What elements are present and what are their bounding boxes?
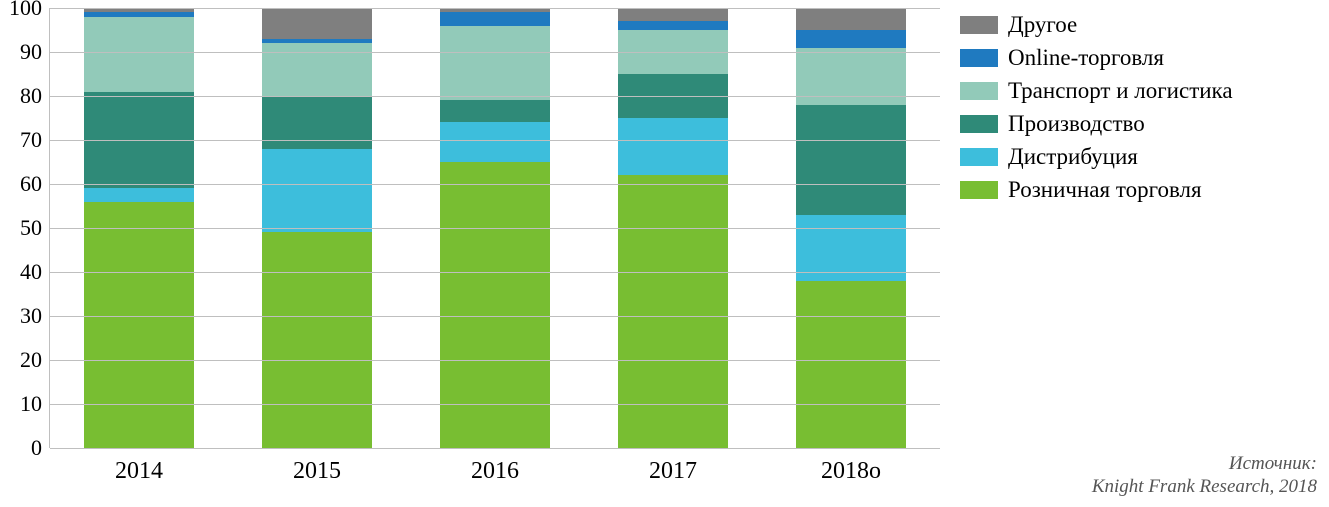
legend-swatch: [960, 115, 998, 133]
bar-segment-other: [618, 8, 728, 21]
bar-segment-transport: [84, 17, 194, 92]
legend-item-online: Online-торговля: [960, 41, 1320, 74]
gridline: [50, 272, 940, 273]
bar-segment-retail: [618, 175, 728, 448]
legend-label: Розничная торговля: [1008, 177, 1202, 203]
y-tick-label: 90: [20, 39, 42, 65]
bar-segment-other: [796, 8, 906, 30]
legend-label: Другое: [1008, 12, 1077, 38]
legend-swatch: [960, 16, 998, 34]
y-tick-label: 70: [20, 127, 42, 153]
gridline: [50, 184, 940, 185]
y-tick-label: 20: [20, 347, 42, 373]
x-tick-label: 2015: [293, 458, 341, 485]
bar-segment-production: [796, 105, 906, 215]
bar-segment-distribution: [262, 149, 372, 233]
x-tick-label: 2014: [115, 458, 163, 485]
legend: Другое Online-торговля Транспорт и логисти…: [960, 8, 1320, 206]
y-tick-label: 60: [20, 171, 42, 197]
x-axis-line: [50, 448, 940, 449]
x-tick-label: 2016: [471, 458, 519, 485]
y-tick-label: 50: [20, 215, 42, 241]
bar-segment-online: [796, 30, 906, 48]
gridline: [50, 360, 940, 361]
legend-item-retail: Розничная торговля: [960, 173, 1320, 206]
legend-swatch: [960, 181, 998, 199]
y-tick-label: 80: [20, 83, 42, 109]
source-line2: Knight Frank Research, 2018: [1092, 475, 1317, 499]
gridline: [50, 52, 940, 53]
x-tick-label: 2017: [649, 458, 697, 485]
plot-area: [50, 8, 940, 448]
bar-segment-production: [440, 100, 550, 122]
legend-swatch: [960, 148, 998, 166]
bar-segment-online: [618, 21, 728, 30]
bar-segment-online: [262, 39, 372, 43]
legend-label: Online-торговля: [1008, 45, 1164, 71]
y-tick-label: 100: [9, 0, 42, 21]
legend-item-other: Другое: [960, 8, 1320, 41]
bar-segment-retail: [796, 281, 906, 448]
bar-segment-distribution: [84, 188, 194, 201]
y-axis: 0102030405060708090100: [0, 8, 50, 448]
gridline: [50, 140, 940, 141]
bar-segment-retail: [440, 162, 550, 448]
legend-item-transport: Транспорт и логистика: [960, 74, 1320, 107]
bar-segment-retail: [84, 202, 194, 448]
bar-segment-distribution: [440, 122, 550, 162]
source-attribution: Источник: Knight Frank Research, 2018: [1092, 452, 1317, 500]
x-tick-label: 2018о: [821, 458, 881, 485]
gridline: [50, 96, 940, 97]
gridline: [50, 316, 940, 317]
legend-label: Транспорт и логистика: [1008, 78, 1233, 104]
y-tick-label: 0: [31, 435, 42, 461]
legend-label: Дистрибуция: [1008, 144, 1138, 170]
legend-swatch: [960, 49, 998, 67]
x-axis: 2014 2015 2016 2017 2018о: [50, 452, 940, 492]
y-tick-label: 10: [20, 391, 42, 417]
gridline: [50, 8, 940, 9]
bar-segment-retail: [262, 232, 372, 448]
y-tick-label: 30: [20, 303, 42, 329]
bar-segment-other: [262, 8, 372, 39]
gridline: [50, 404, 940, 405]
bar-segment-transport: [440, 26, 550, 101]
y-tick-label: 40: [20, 259, 42, 285]
bar-segment-online: [84, 12, 194, 16]
legend-item-distribution: Дистрибуция: [960, 140, 1320, 173]
legend-label: Производство: [1008, 111, 1145, 137]
legend-swatch: [960, 82, 998, 100]
legend-item-production: Производство: [960, 107, 1320, 140]
source-line1: Источник:: [1092, 452, 1317, 476]
chart-container: 0102030405060708090100 20142015201620172…: [0, 0, 1329, 507]
gridline: [50, 228, 940, 229]
bar-segment-distribution: [618, 118, 728, 175]
bar-segment-distribution: [796, 215, 906, 281]
bar-segment-online: [440, 12, 550, 25]
